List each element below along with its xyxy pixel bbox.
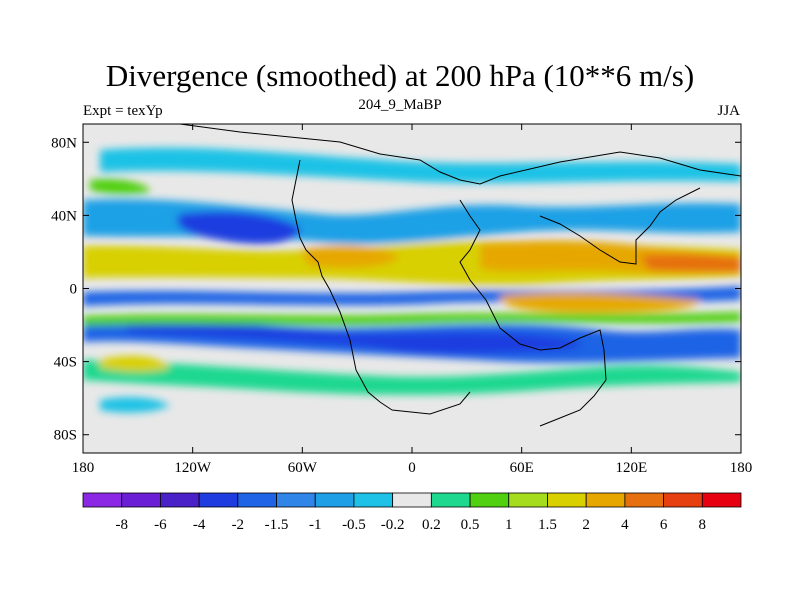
lat-axis: 80N 40N 0 40S 80S: [51, 135, 741, 444]
lon-tick-label: 120E: [615, 460, 647, 476]
colorbar-label: -6: [154, 517, 167, 533]
colorbar-swatch: [392, 492, 432, 508]
colorbar-label: 0.5: [461, 517, 480, 533]
colorbar-label: 1: [505, 517, 513, 533]
colorbar-label: 1.5: [538, 517, 557, 533]
colorbar-label: 2: [582, 517, 590, 533]
field-southern-high-latitude-divergence: [83, 360, 741, 395]
field-southern-convergence-core: [120, 321, 582, 354]
colorbar-swatch: [198, 492, 239, 508]
lon-tick-label: 180: [72, 460, 95, 476]
colorbar-label: -0.2: [381, 517, 405, 533]
colorbar-swatch: [121, 492, 161, 508]
run-label: 204_9_MaBP: [358, 97, 442, 113]
lat-tick-label: 40S: [54, 355, 77, 371]
season-label: JJA: [717, 103, 740, 119]
colorbar-swatch: [430, 492, 471, 508]
colorbar-swatch: [469, 492, 510, 508]
colorbar-swatch: [353, 492, 394, 508]
colorbar-swatch: [314, 492, 355, 508]
colorbar-swatch: [508, 492, 548, 508]
coastline: [179, 124, 741, 427]
lon-tick-label: 60W: [288, 460, 318, 476]
divergence-field: [83, 147, 741, 413]
colorbar-label: -1.5: [265, 517, 289, 533]
colorbar-swatch: [701, 492, 742, 508]
colorbar-swatch: [82, 492, 123, 508]
field-southern-divergence-core: [100, 355, 170, 372]
colorbar-label: 0.2: [422, 517, 441, 533]
lat-tick-label: 80N: [51, 135, 77, 151]
field-southern-divergence-band: [83, 312, 741, 326]
field-north-atlantic-convergence: [177, 211, 300, 244]
lon-axis: 180 120W 60W 0 60E 120E 180: [72, 124, 753, 476]
field-atlantic-divergence: [300, 245, 400, 268]
colorbar-label: -0.5: [342, 517, 366, 533]
colorbar-swatch: [624, 492, 664, 508]
colorbar-label: 8: [699, 517, 707, 533]
map-title: Divergence (smoothed) at 200 hPa (10**6 …: [105, 58, 695, 93]
colorbar-label: -8: [115, 517, 128, 533]
field-polar-cap-divergence: [100, 397, 170, 413]
colorbar-swatch: [547, 492, 587, 508]
colorbar-label: -1: [309, 517, 322, 533]
colorbar-label: 6: [660, 517, 668, 533]
experiment-label: Expt = texYp: [83, 103, 163, 119]
colorbar-swatch: [237, 492, 277, 508]
lon-tick-label: 0: [408, 460, 416, 476]
lon-tick-label: 60E: [510, 460, 534, 476]
colorbar: -8 -6 -4 -2 -1.5 -1 -0.5 -0.2 0.2 0.5 1 1.5 2 4 6 8: [82, 492, 742, 533]
lon-tick-label: 120W: [174, 460, 212, 476]
field-pacific-divergence-core: [640, 254, 741, 272]
colorbar-label: -4: [193, 517, 206, 533]
colorbar-swatch: [160, 492, 200, 508]
colorbar-swatch: [585, 492, 626, 508]
colorbar-swatch: [663, 492, 703, 508]
field-equatorial-divergence: [500, 293, 700, 313]
field-arctic-divergence: [90, 178, 150, 195]
lon-tick-label: 180: [730, 460, 753, 476]
colorbar-label: 4: [621, 517, 629, 533]
field-high-latitude-convergence: [100, 147, 741, 184]
colorbar-swatch: [276, 492, 316, 508]
lat-tick-label: 40N: [51, 208, 77, 224]
lat-tick-label: 0: [70, 282, 78, 298]
colorbar-label: -2: [232, 517, 245, 533]
lat-tick-label: 80S: [54, 428, 77, 444]
